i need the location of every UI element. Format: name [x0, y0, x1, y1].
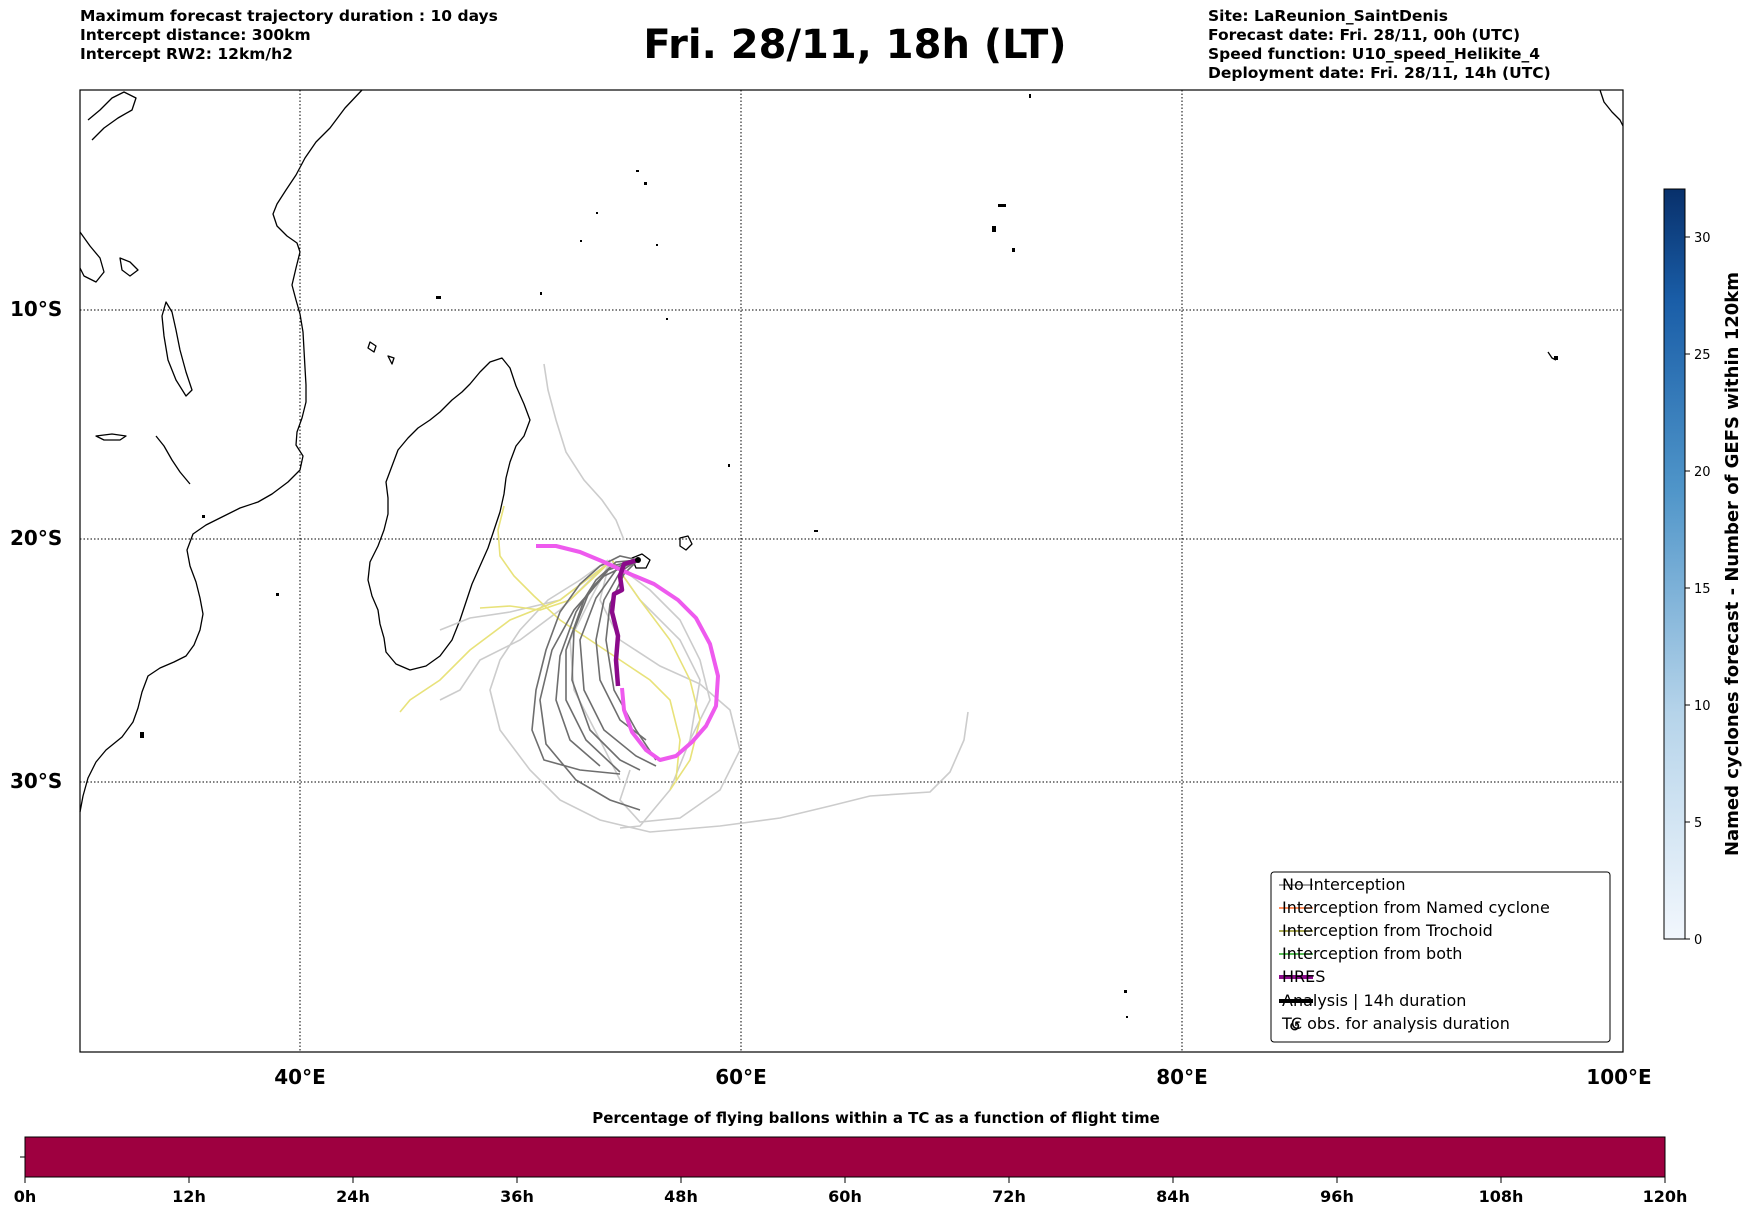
max-duration-text: Maximum forecast trajectory duration : 1… [80, 7, 498, 25]
speed-function-text: Speed function: U10_speed_Helikite_4 [1208, 45, 1541, 63]
site-text: Site: LaReunion_SaintDenis [1208, 7, 1448, 25]
intercept-rw2-text: Intercept RW2: 12km/h2 [80, 45, 293, 63]
hres-track [609, 557, 639, 687]
time-tick: 48h [664, 1187, 698, 1206]
time-tick: 120h [1643, 1187, 1688, 1206]
header-left-info: Maximum forecast trajectory duration : 1… [80, 7, 498, 64]
time-tick: 12h [172, 1187, 206, 1206]
small-islands [140, 94, 1558, 1018]
time-tick: 24h [336, 1187, 370, 1206]
colorbar-tick: 25 [1694, 348, 1711, 363]
africa-coastline [79, 89, 363, 813]
legend-item-both: Interception from both [1282, 944, 1463, 963]
bottom-colorbar [20, 1136, 1666, 1183]
lon-label: 80°E [1156, 1065, 1208, 1089]
madagascar-coastline [367, 357, 531, 671]
forecast-date-text: Forecast date: Fri. 28/11, 00h (UTC) [1208, 26, 1521, 44]
legend-item-analysis: Analysis | 14h duration [1282, 991, 1467, 1010]
deployment-site-marker [635, 557, 641, 563]
lon-label: 100°E [1586, 1065, 1651, 1089]
mauritius-island [679, 535, 693, 551]
lon-label: 60°E [715, 1065, 767, 1089]
intercept-distance-text: Intercept distance: 300km [80, 26, 311, 44]
map-gridlines [80, 90, 1623, 1052]
header-right-info: Site: LaReunion_SaintDenis Forecast date… [1208, 7, 1551, 83]
svg-text:↺: ↺ [1289, 1019, 1301, 1035]
page-title: Fri. 28/11, 18h (LT) [643, 22, 1067, 68]
time-tick: 108h [1479, 1187, 1524, 1206]
colorbar-tick: 15 [1694, 582, 1711, 597]
right-colorbar [1663, 188, 1690, 940]
lon-label: 40°E [274, 1065, 326, 1089]
time-tick: 36h [500, 1187, 534, 1206]
legend-item-hres: HRES [1282, 967, 1326, 986]
colorbar-right-label: Named cyclones forecast - Number of GEFS… [1722, 272, 1743, 856]
colorbar-tick: 10 [1694, 699, 1711, 714]
legend-item-named-cyclone: Interception from Named cyclone [1282, 898, 1550, 917]
coastlines [79, 89, 1624, 813]
time-tick: 96h [1320, 1187, 1354, 1206]
legend-item-trochoid: Interception from Trochoid [1282, 921, 1493, 940]
map-legend: ↺ [1270, 871, 1611, 1043]
trajectories-yellow [399, 505, 701, 791]
bottom-colorbar-title: Percentage of flying ballons within a TC… [592, 1109, 1160, 1127]
legend-item-no-interception: No Interception [1282, 875, 1406, 894]
lat-label: 30°S [10, 769, 62, 793]
lat-label: 20°S [10, 526, 62, 550]
colorbar-tick: 0 [1694, 933, 1702, 948]
colorbar-tick: 20 [1694, 465, 1711, 480]
time-tick: 72h [992, 1187, 1026, 1206]
time-tick: 60h [828, 1187, 862, 1206]
reunion-island [631, 553, 651, 569]
time-tick: 0h [14, 1187, 37, 1206]
legend-item-tc-obs: TC obs. for analysis duration [1282, 1014, 1510, 1033]
colorbar-tick: 30 [1694, 231, 1711, 246]
lat-label: 10°S [10, 297, 62, 321]
deployment-date-text: Deployment date: Fri. 28/11, 14h (UTC) [1208, 64, 1551, 82]
colorbar-tick: 5 [1694, 816, 1702, 831]
time-tick: 84h [1156, 1187, 1190, 1206]
hres-ensemble-track [536, 544, 720, 762]
